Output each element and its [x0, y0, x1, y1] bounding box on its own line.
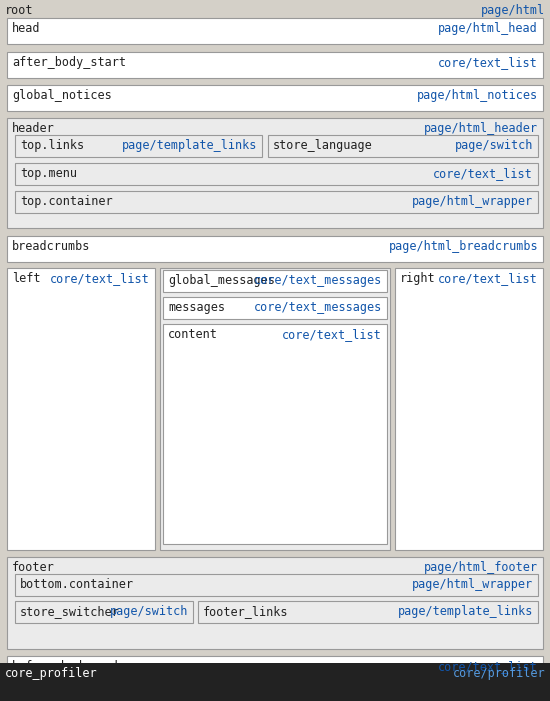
Text: bottom.container: bottom.container	[20, 578, 134, 591]
Bar	[160, 268, 390, 550]
Text: footer_links: footer_links	[203, 605, 289, 618]
Text: page/template_links: page/template_links	[122, 139, 257, 152]
Text: page/html_notices: page/html_notices	[417, 89, 538, 102]
Bar	[15, 574, 538, 596]
Text: page/html_header: page/html_header	[424, 122, 538, 135]
Text: messages: messages	[168, 301, 225, 314]
Text: page/template_links: page/template_links	[398, 605, 533, 618]
Text: page/html: page/html	[481, 4, 545, 17]
Text: core/text_list: core/text_list	[282, 328, 382, 341]
Text: core/text_messages: core/text_messages	[254, 301, 382, 314]
Text: page/html_wrapper: page/html_wrapper	[412, 195, 533, 208]
Text: page/html_head: page/html_head	[438, 22, 538, 35]
Bar	[163, 324, 387, 544]
Bar	[198, 601, 538, 623]
Bar	[395, 268, 543, 550]
Bar	[0, 663, 550, 701]
Bar	[268, 135, 538, 157]
Bar	[7, 236, 543, 262]
Text: page/html_wrapper: page/html_wrapper	[412, 578, 533, 591]
Bar	[7, 268, 155, 550]
Text: store_switcher: store_switcher	[20, 605, 120, 618]
Bar	[7, 656, 543, 682]
Text: content: content	[168, 328, 218, 341]
Text: core_profiler: core_profiler	[5, 667, 98, 680]
Text: page/switch: page/switch	[109, 605, 188, 618]
Text: core/text_list: core/text_list	[438, 272, 538, 285]
Bar	[7, 118, 543, 228]
Text: head: head	[12, 22, 41, 35]
Bar	[15, 135, 262, 157]
Bar	[7, 18, 543, 44]
Text: top.links: top.links	[20, 139, 84, 152]
Text: top.menu: top.menu	[20, 167, 77, 180]
Text: right: right	[400, 272, 436, 285]
Text: left: left	[12, 272, 41, 285]
Text: global_notices: global_notices	[12, 89, 112, 102]
Text: root: root	[5, 4, 34, 17]
Text: store_language: store_language	[273, 139, 373, 152]
Text: page/html_breadcrumbs: page/html_breadcrumbs	[388, 240, 538, 253]
Text: page/switch: page/switch	[455, 139, 533, 152]
Text: global_messages: global_messages	[168, 274, 275, 287]
Text: core/text_list: core/text_list	[433, 167, 533, 180]
Text: after_body_start: after_body_start	[12, 56, 126, 69]
Text: header: header	[12, 122, 55, 135]
Bar	[7, 85, 543, 111]
Text: core/text_messages: core/text_messages	[254, 274, 382, 287]
Text: core/profiler: core/profiler	[452, 667, 545, 680]
Text: core/text_list: core/text_list	[50, 272, 150, 285]
Bar	[15, 191, 538, 213]
Bar	[163, 270, 387, 292]
Text: core/text_list: core/text_list	[438, 56, 538, 69]
Text: top.container: top.container	[20, 195, 113, 208]
Text: before_body_end: before_body_end	[12, 660, 119, 673]
Bar	[15, 163, 538, 185]
Text: core/text_list: core/text_list	[438, 660, 538, 673]
Text: footer: footer	[12, 561, 55, 574]
Bar	[15, 601, 193, 623]
Text: breadcrumbs: breadcrumbs	[12, 240, 90, 253]
Text: page/html_footer: page/html_footer	[424, 561, 538, 574]
Bar	[7, 557, 543, 649]
Bar	[7, 52, 543, 78]
Bar	[163, 297, 387, 319]
